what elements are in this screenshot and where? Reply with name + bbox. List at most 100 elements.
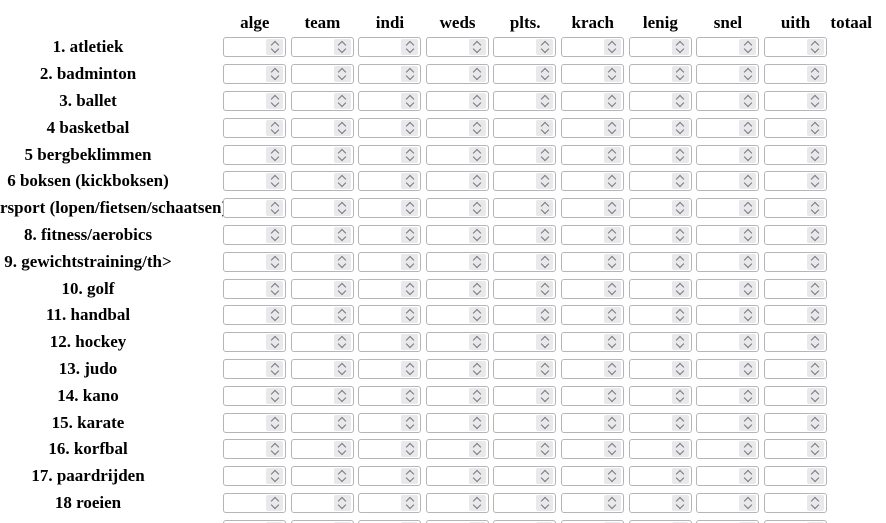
- spin-down-button[interactable]: [469, 313, 486, 322]
- number-input[interactable]: [628, 90, 692, 111]
- number-input[interactable]: [560, 332, 624, 353]
- number-input[interactable]: [290, 385, 354, 406]
- number-input[interactable]: [628, 305, 692, 326]
- number-input[interactable]: [223, 64, 286, 85]
- spin-down-button[interactable]: [469, 205, 486, 215]
- number-input[interactable]: [696, 358, 760, 379]
- spin-down-button[interactable]: [536, 71, 553, 81]
- spin-down-button[interactable]: [469, 500, 486, 510]
- number-input[interactable]: [696, 305, 760, 326]
- number-input[interactable]: [493, 358, 557, 379]
- number-input[interactable]: [696, 519, 760, 523]
- number-input[interactable]: [560, 171, 624, 192]
- number-input[interactable]: [493, 198, 557, 219]
- spin-down-button[interactable]: [672, 286, 689, 296]
- spin-down-button[interactable]: [807, 366, 824, 376]
- number-input[interactable]: [223, 332, 286, 353]
- number-input[interactable]: [290, 332, 354, 353]
- spin-down-button[interactable]: [536, 232, 553, 242]
- number-input[interactable]: [223, 412, 286, 433]
- spin-down-button[interactable]: [807, 232, 824, 242]
- number-input[interactable]: [358, 90, 422, 111]
- spin-down-button[interactable]: [672, 500, 689, 510]
- number-input[interactable]: [425, 37, 489, 58]
- spin-down-button[interactable]: [604, 205, 621, 215]
- number-input[interactable]: [493, 171, 557, 192]
- number-input[interactable]: [560, 117, 624, 138]
- spin-down-button[interactable]: [807, 179, 824, 188]
- number-input[interactable]: [223, 224, 286, 245]
- spin-down-button[interactable]: [604, 420, 621, 430]
- number-input[interactable]: [223, 90, 286, 111]
- spin-down-button[interactable]: [739, 259, 756, 269]
- spin-down-button[interactable]: [604, 259, 621, 269]
- spin-down-button[interactable]: [807, 420, 824, 430]
- number-input[interactable]: [290, 439, 354, 460]
- spin-down-button[interactable]: [469, 447, 486, 456]
- number-input[interactable]: [223, 198, 286, 219]
- spin-down-button[interactable]: [536, 45, 553, 54]
- number-input[interactable]: [696, 439, 760, 460]
- number-input[interactable]: [425, 358, 489, 379]
- number-input[interactable]: [763, 37, 827, 58]
- number-input[interactable]: [358, 358, 422, 379]
- spin-down-button[interactable]: [401, 500, 418, 510]
- spin-down-button[interactable]: [334, 473, 351, 483]
- spin-down-button[interactable]: [604, 179, 621, 188]
- number-input[interactable]: [560, 278, 624, 299]
- number-input[interactable]: [425, 64, 489, 85]
- number-input[interactable]: [628, 171, 692, 192]
- spin-down-button[interactable]: [739, 205, 756, 215]
- spin-down-button[interactable]: [401, 125, 418, 135]
- number-input[interactable]: [223, 358, 286, 379]
- number-input[interactable]: [358, 332, 422, 353]
- number-input[interactable]: [290, 305, 354, 326]
- number-input[interactable]: [290, 412, 354, 433]
- spin-down-button[interactable]: [401, 179, 418, 188]
- number-input[interactable]: [425, 492, 489, 513]
- spin-down-button[interactable]: [266, 179, 283, 188]
- spin-down-button[interactable]: [266, 71, 283, 81]
- spin-down-button[interactable]: [536, 259, 553, 269]
- spin-down-button[interactable]: [807, 125, 824, 135]
- spin-down-button[interactable]: [266, 45, 283, 54]
- spin-down-button[interactable]: [604, 339, 621, 349]
- number-input[interactable]: [560, 144, 624, 165]
- number-input[interactable]: [696, 332, 760, 353]
- spin-down-button[interactable]: [401, 71, 418, 81]
- number-input[interactable]: [493, 117, 557, 138]
- spin-down-button[interactable]: [672, 98, 689, 108]
- spin-down-button[interactable]: [739, 393, 756, 403]
- spin-down-button[interactable]: [672, 71, 689, 81]
- spin-down-button[interactable]: [334, 179, 351, 188]
- number-input[interactable]: [425, 117, 489, 138]
- spin-down-button[interactable]: [739, 98, 756, 108]
- number-input[interactable]: [425, 385, 489, 406]
- number-input[interactable]: [425, 90, 489, 111]
- number-input[interactable]: [290, 171, 354, 192]
- spin-down-button[interactable]: [536, 125, 553, 135]
- spin-down-button[interactable]: [334, 313, 351, 322]
- number-input[interactable]: [628, 117, 692, 138]
- spin-down-button[interactable]: [672, 232, 689, 242]
- spin-down-button[interactable]: [334, 71, 351, 81]
- spin-down-button[interactable]: [536, 447, 553, 456]
- spin-down-button[interactable]: [401, 313, 418, 322]
- spin-down-button[interactable]: [401, 366, 418, 376]
- number-input[interactable]: [763, 278, 827, 299]
- spin-down-button[interactable]: [266, 500, 283, 510]
- number-input[interactable]: [560, 412, 624, 433]
- spin-down-button[interactable]: [604, 125, 621, 135]
- number-input[interactable]: [560, 492, 624, 513]
- spin-down-button[interactable]: [334, 393, 351, 403]
- number-input[interactable]: [493, 439, 557, 460]
- spin-down-button[interactable]: [266, 366, 283, 376]
- number-input[interactable]: [696, 144, 760, 165]
- number-input[interactable]: [696, 224, 760, 245]
- spin-down-button[interactable]: [266, 447, 283, 456]
- spin-down-button[interactable]: [604, 232, 621, 242]
- number-input[interactable]: [696, 198, 760, 219]
- spin-down-button[interactable]: [807, 152, 824, 162]
- number-input[interactable]: [696, 64, 760, 85]
- spin-down-button[interactable]: [739, 313, 756, 322]
